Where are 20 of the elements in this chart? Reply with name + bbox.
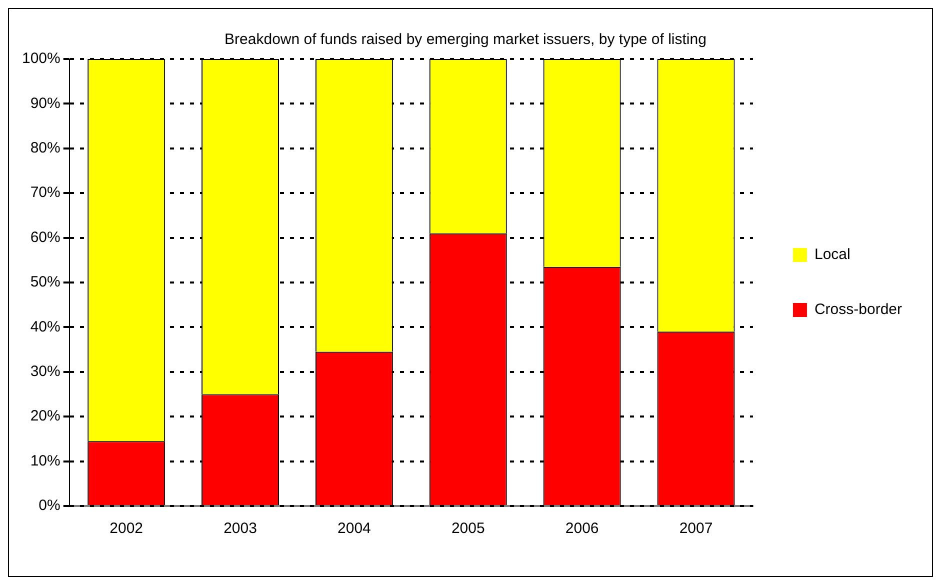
x-tick-label: 2006 [565, 520, 599, 538]
x-tick-label: 2002 [110, 520, 144, 538]
y-tick-label: 100% [22, 50, 60, 68]
y-tick-label: 30% [30, 363, 60, 380]
chart-title: Breakdown of funds raised by emerging market issuers, by type of listing [224, 31, 706, 48]
y-tick-label: 50% [30, 274, 60, 291]
y-tick-label: 60% [30, 228, 60, 246]
x-tick-label: 2003 [224, 520, 257, 538]
y-tick-label: 10% [30, 452, 60, 470]
x-tick-label: 2007 [679, 520, 713, 538]
legend-label: Local [814, 246, 850, 264]
legend-label: Cross-border [814, 301, 902, 318]
y-tick-label: 90% [30, 94, 60, 112]
y-tick-label: 70% [30, 184, 60, 202]
y-tick-label: 0% [38, 497, 60, 514]
y-tick-label: 20% [30, 408, 60, 425]
x-tick-label: 2004 [338, 520, 371, 538]
y-tick-label: 40% [30, 318, 60, 336]
x-tick-label: 2005 [451, 520, 485, 538]
y-tick-label: 80% [30, 140, 60, 157]
